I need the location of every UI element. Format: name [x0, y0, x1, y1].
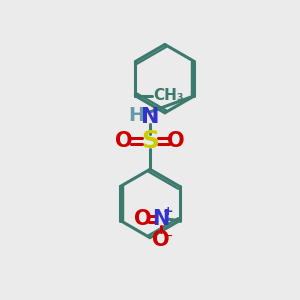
Text: S: S	[141, 129, 159, 153]
Text: H: H	[128, 106, 145, 125]
Text: +: +	[162, 205, 173, 218]
Text: O: O	[134, 209, 152, 229]
Text: N: N	[152, 209, 170, 229]
Text: O: O	[152, 230, 170, 250]
Text: ⁻: ⁻	[165, 232, 172, 247]
Text: CH₃: CH₃	[153, 88, 184, 103]
Text: N: N	[141, 107, 159, 127]
Text: O: O	[115, 131, 133, 151]
Text: O: O	[167, 131, 185, 151]
